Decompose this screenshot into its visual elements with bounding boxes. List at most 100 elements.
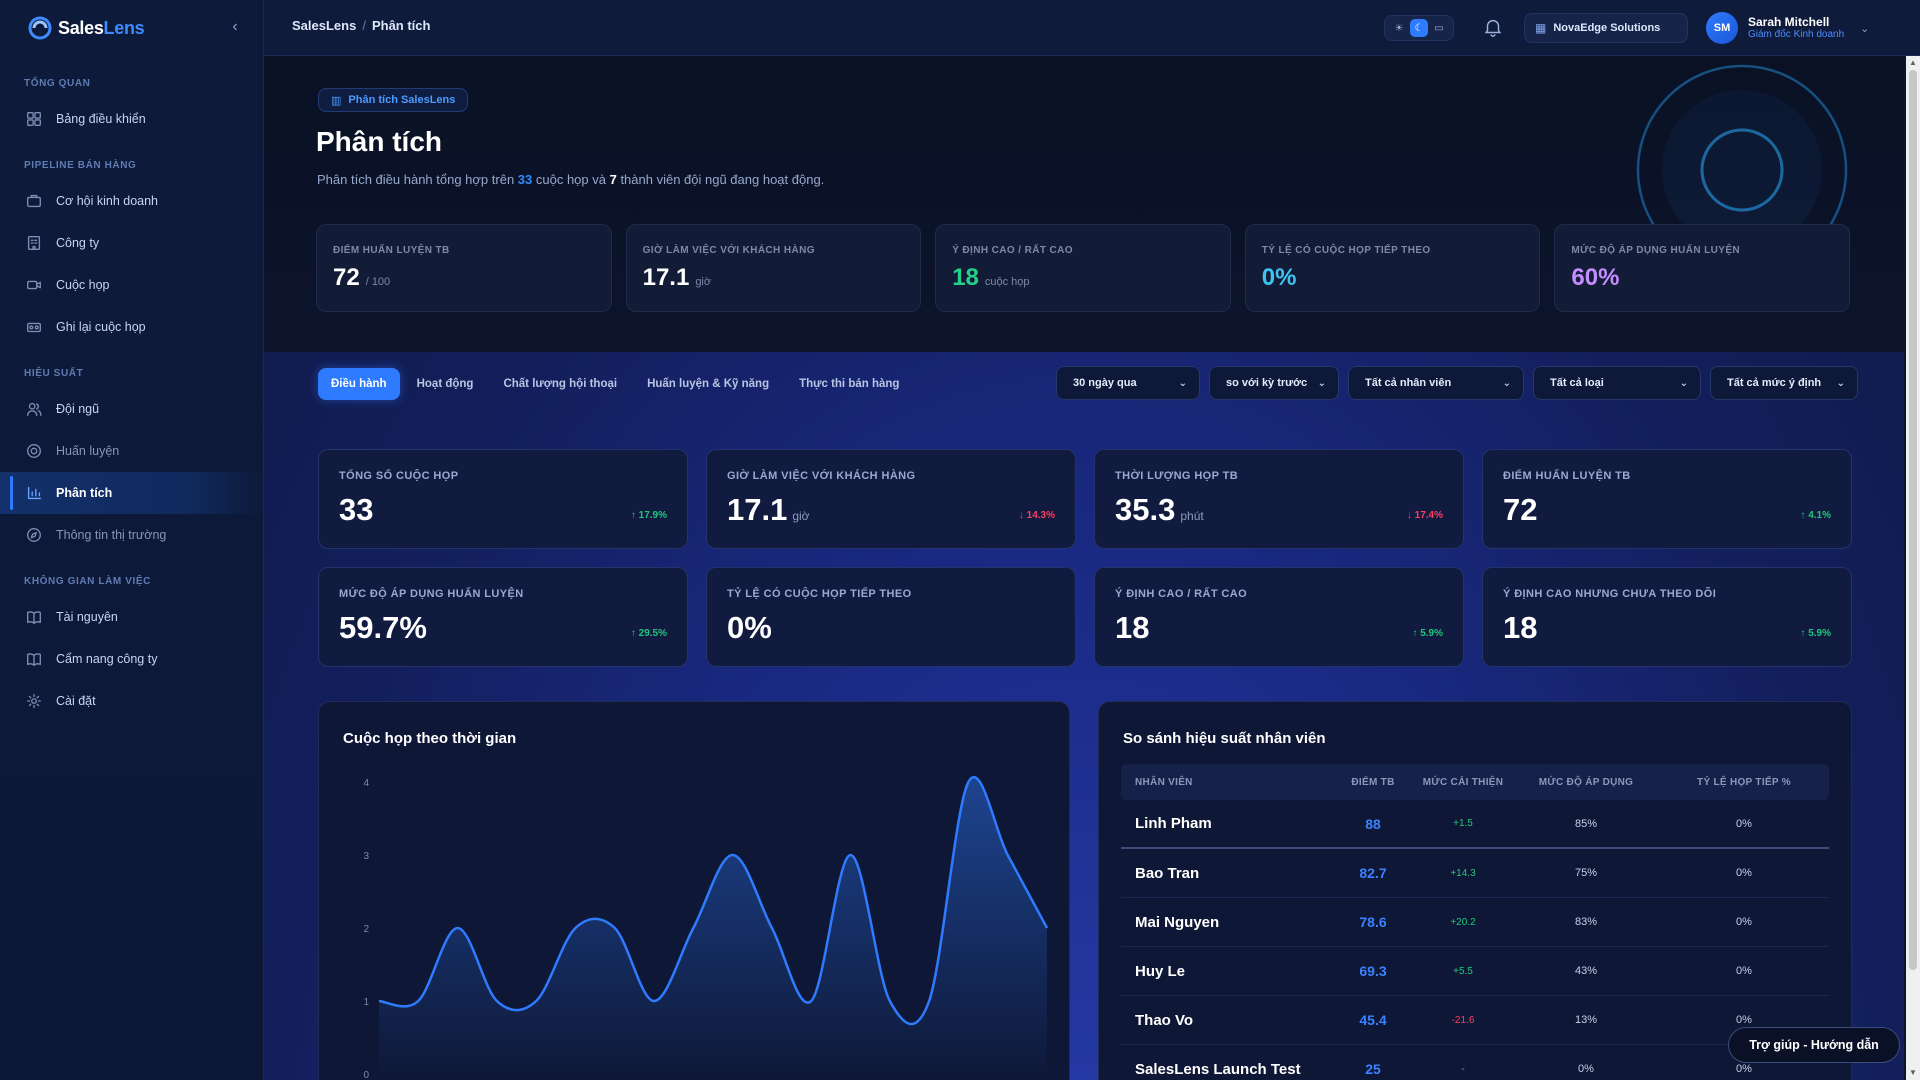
table-row[interactable]: Mai Nguyen 78.6 +20.2 83% 0% <box>1121 898 1829 947</box>
sun-icon[interactable]: ☀ <box>1394 22 1404 34</box>
kpi-number: 35.3 <box>1115 492 1176 527</box>
organization-switcher[interactable]: ▦ NovaEdge Solutions <box>1524 13 1688 43</box>
filter-value: 30 ngày qua <box>1073 377 1137 389</box>
tab-2[interactable]: Chất lượng hội thoại <box>503 378 618 390</box>
table-row[interactable]: Linh Pham 88 +1.5 85% 0% <box>1121 800 1829 849</box>
sidebar-item-dashboard[interactable]: Bảng điều khiển <box>0 98 264 140</box>
theme-toggle[interactable]: ☀ ☾ ▭ <box>1384 15 1454 41</box>
table-column-header[interactable]: MỨC ĐỘ ÁP DỤNG <box>1538 776 1634 788</box>
filter-select-4[interactable]: Tất cả mức ý định ⌄ <box>1710 366 1858 400</box>
table-row[interactable]: Thao Vo 45.4 -21.6 13% 0% <box>1121 996 1829 1045</box>
bell-icon[interactable] <box>1482 16 1504 38</box>
sidebar-item-compass[interactable]: Thông tin thị trường <box>0 514 264 556</box>
filter-value: Tất cả loại <box>1550 377 1604 389</box>
kpi-label: MỨC ĐỘ ÁP DỤNG HUẤN LUYỆN <box>339 588 524 600</box>
building-icon <box>24 233 44 253</box>
tab-4[interactable]: Thực thi bán hàng <box>799 378 900 390</box>
chevron-down-icon: ⌄ <box>1836 377 1845 389</box>
book-icon <box>24 607 44 627</box>
kpi-label: TỶ LỆ CÓ CUỘC HỌP TIẾP THEO <box>727 588 912 600</box>
app-logo[interactable]: SalesLens <box>28 14 145 42</box>
meetings-over-time-chart[interactable]: 0 1 2 3 4 <box>319 702 1071 1080</box>
employee-name: Mai Nguyen <box>1135 913 1220 931</box>
chevron-down-icon: ⌄ <box>1178 377 1187 389</box>
scroll-up-icon[interactable]: ▲ <box>1909 58 1917 67</box>
kpi-number: 0% <box>727 610 772 645</box>
table-column-header[interactable]: ĐIỂM TB <box>1351 776 1395 788</box>
kpi-delta: ↓ 14.3% <box>1018 510 1055 521</box>
sidebar-item-recorder[interactable]: Ghi lại cuộc họp <box>0 306 264 348</box>
kpi-value: 59.7% <box>339 610 667 646</box>
kpi-grid: TỔNG SỐ CUỘC HỌP 33 ↑ 17.9% GIỜ LÀM VIỆC VỚ… <box>318 449 1852 667</box>
sidebar-item-book[interactable]: Tài nguyên <box>0 596 264 638</box>
employee-adoption: 0% <box>1578 1063 1594 1075</box>
scrollbar-thumb[interactable] <box>1909 70 1917 970</box>
filter-select-2[interactable]: Tất cả nhân viên ⌄ <box>1348 366 1524 400</box>
kpi-card: ĐIỂM HUẤN LUYỆN TB 72 ↑ 4.1% <box>1482 449 1852 549</box>
table-column-header[interactable]: TỶ LỆ HỌP TIẾP % <box>1697 776 1791 788</box>
page-scrollbar[interactable]: ▲ ▼ <box>1906 56 1920 1080</box>
hero-kpi-unit: / 100 <box>365 276 391 288</box>
employee-adoption: 13% <box>1574 1014 1598 1026</box>
breadcrumb-root[interactable]: SalesLens <box>292 18 357 33</box>
sidebar-item-video[interactable]: Cuộc họp <box>0 264 264 306</box>
table-column-header[interactable]: MỨC CẢI THIỆN <box>1422 776 1504 788</box>
kpi-label: THỜI LƯỢNG HỌP TB <box>1115 470 1239 482</box>
hero-kpi-value: 0% <box>1262 264 1524 292</box>
user-role: Giám đốc Kinh doanh <box>1748 29 1845 40</box>
employee-adoption: 43% <box>1574 965 1598 977</box>
scroll-down-icon[interactable]: ▼ <box>1909 1068 1917 1077</box>
app-name: SalesLens <box>58 17 145 38</box>
collapse-sidebar-icon[interactable]: ‹ <box>232 18 238 35</box>
sidebar-item-handbook[interactable]: Cẩm nang công ty <box>0 638 264 680</box>
employee-score: 78.6 <box>1359 914 1387 930</box>
table-body: Linh Pham 88 +1.5 85% 0% Bao Tran 82.7 +14.3 75%… <box>1121 800 1829 1080</box>
hero-kpi-unit: cuộc họp <box>984 276 1030 288</box>
sidebar: SalesLens ‹ TỔNG QUAN Bảng điều khiển PIPE… <box>0 0 264 1080</box>
user-menu[interactable]: SM Sarah Mitchell Giám đốc Kinh doanh ⌄ <box>1706 11 1869 45</box>
sidebar-item-briefcase[interactable]: Cơ hội kinh doanh <box>0 180 264 222</box>
filter-bar: 30 ngày qua ⌄ so với kỳ trước ⌄ Tất cả nhân … <box>1056 366 1858 400</box>
filter-select-0[interactable]: 30 ngày qua ⌄ <box>1056 366 1200 400</box>
kpi-value: 18 <box>1115 610 1443 646</box>
table-row[interactable]: Huy Le 69.3 +5.5 43% 0% <box>1121 947 1829 996</box>
sidebar-item-label: Cuộc họp <box>56 278 110 292</box>
employee-score: 25 <box>1365 1061 1381 1077</box>
moon-icon[interactable]: ☾ <box>1410 19 1428 37</box>
hero-kpi-value: 60% <box>1571 264 1833 292</box>
video-icon <box>24 275 44 295</box>
breadcrumb-current: Phân tích <box>371 18 431 33</box>
hero-kpi-label: TỶ LỆ CÓ CUỘC HỌP TIẾP THEO <box>1261 245 1431 256</box>
kpi-number: 59.7% <box>339 610 427 645</box>
table-row[interactable]: SalesLens Launch Test 25 - 0% 0% <box>1121 1045 1829 1080</box>
hero-kpi-number: 0% <box>1261 264 1297 291</box>
nav-section-title: KHÔNG GIAN LÀM VIỆC <box>24 576 151 587</box>
tab-0[interactable]: Điều hành <box>318 368 400 400</box>
sidebar-item-users[interactable]: Đội ngũ <box>0 388 264 430</box>
table-row[interactable]: Bao Tran 82.7 +14.3 75% 0% <box>1121 849 1829 898</box>
sidebar-item-building[interactable]: Công ty <box>0 222 264 264</box>
sidebar-item-gear[interactable]: Cài đặt <box>0 680 264 722</box>
sidebar-item-label: Công ty <box>56 236 100 250</box>
briefcase-icon <box>24 191 44 211</box>
filter-select-1[interactable]: so với kỳ trước ⌄ <box>1209 366 1339 400</box>
chart-series-line[interactable] <box>378 776 1049 1026</box>
tab-1[interactable]: Hoạt động <box>416 378 474 390</box>
filter-select-3[interactable]: Tất cả loại ⌄ <box>1533 366 1701 400</box>
tab-3[interactable]: Huấn luyện & Kỹ năng <box>647 378 770 390</box>
kpi-value: 72 <box>1503 492 1831 528</box>
help-button[interactable]: Trợ giúp - Hướng dẫn <box>1728 1027 1900 1063</box>
employee-improvement: - <box>1461 1063 1465 1075</box>
sidebar-item-label: Bảng điều khiển <box>56 112 146 126</box>
table-column-header[interactable]: NHÂN VIÊN <box>1135 776 1193 788</box>
saleslens-logo-icon <box>28 16 52 40</box>
hero-kpi-number: 60% <box>1571 264 1620 291</box>
user-name: Sarah Mitchell <box>1748 15 1830 29</box>
sidebar-item-target[interactable]: Huấn luyện <box>0 430 264 472</box>
compass-icon <box>24 525 44 545</box>
monitor-icon[interactable]: ▭ <box>1434 22 1444 34</box>
organization-name: NovaEdge Solutions <box>1553 22 1661 34</box>
sidebar-item-bar-chart[interactable]: Phân tích <box>0 472 264 514</box>
hero-kpi-unit: giờ <box>695 276 712 288</box>
breadcrumb: SalesLens / Phân tích <box>292 18 430 33</box>
